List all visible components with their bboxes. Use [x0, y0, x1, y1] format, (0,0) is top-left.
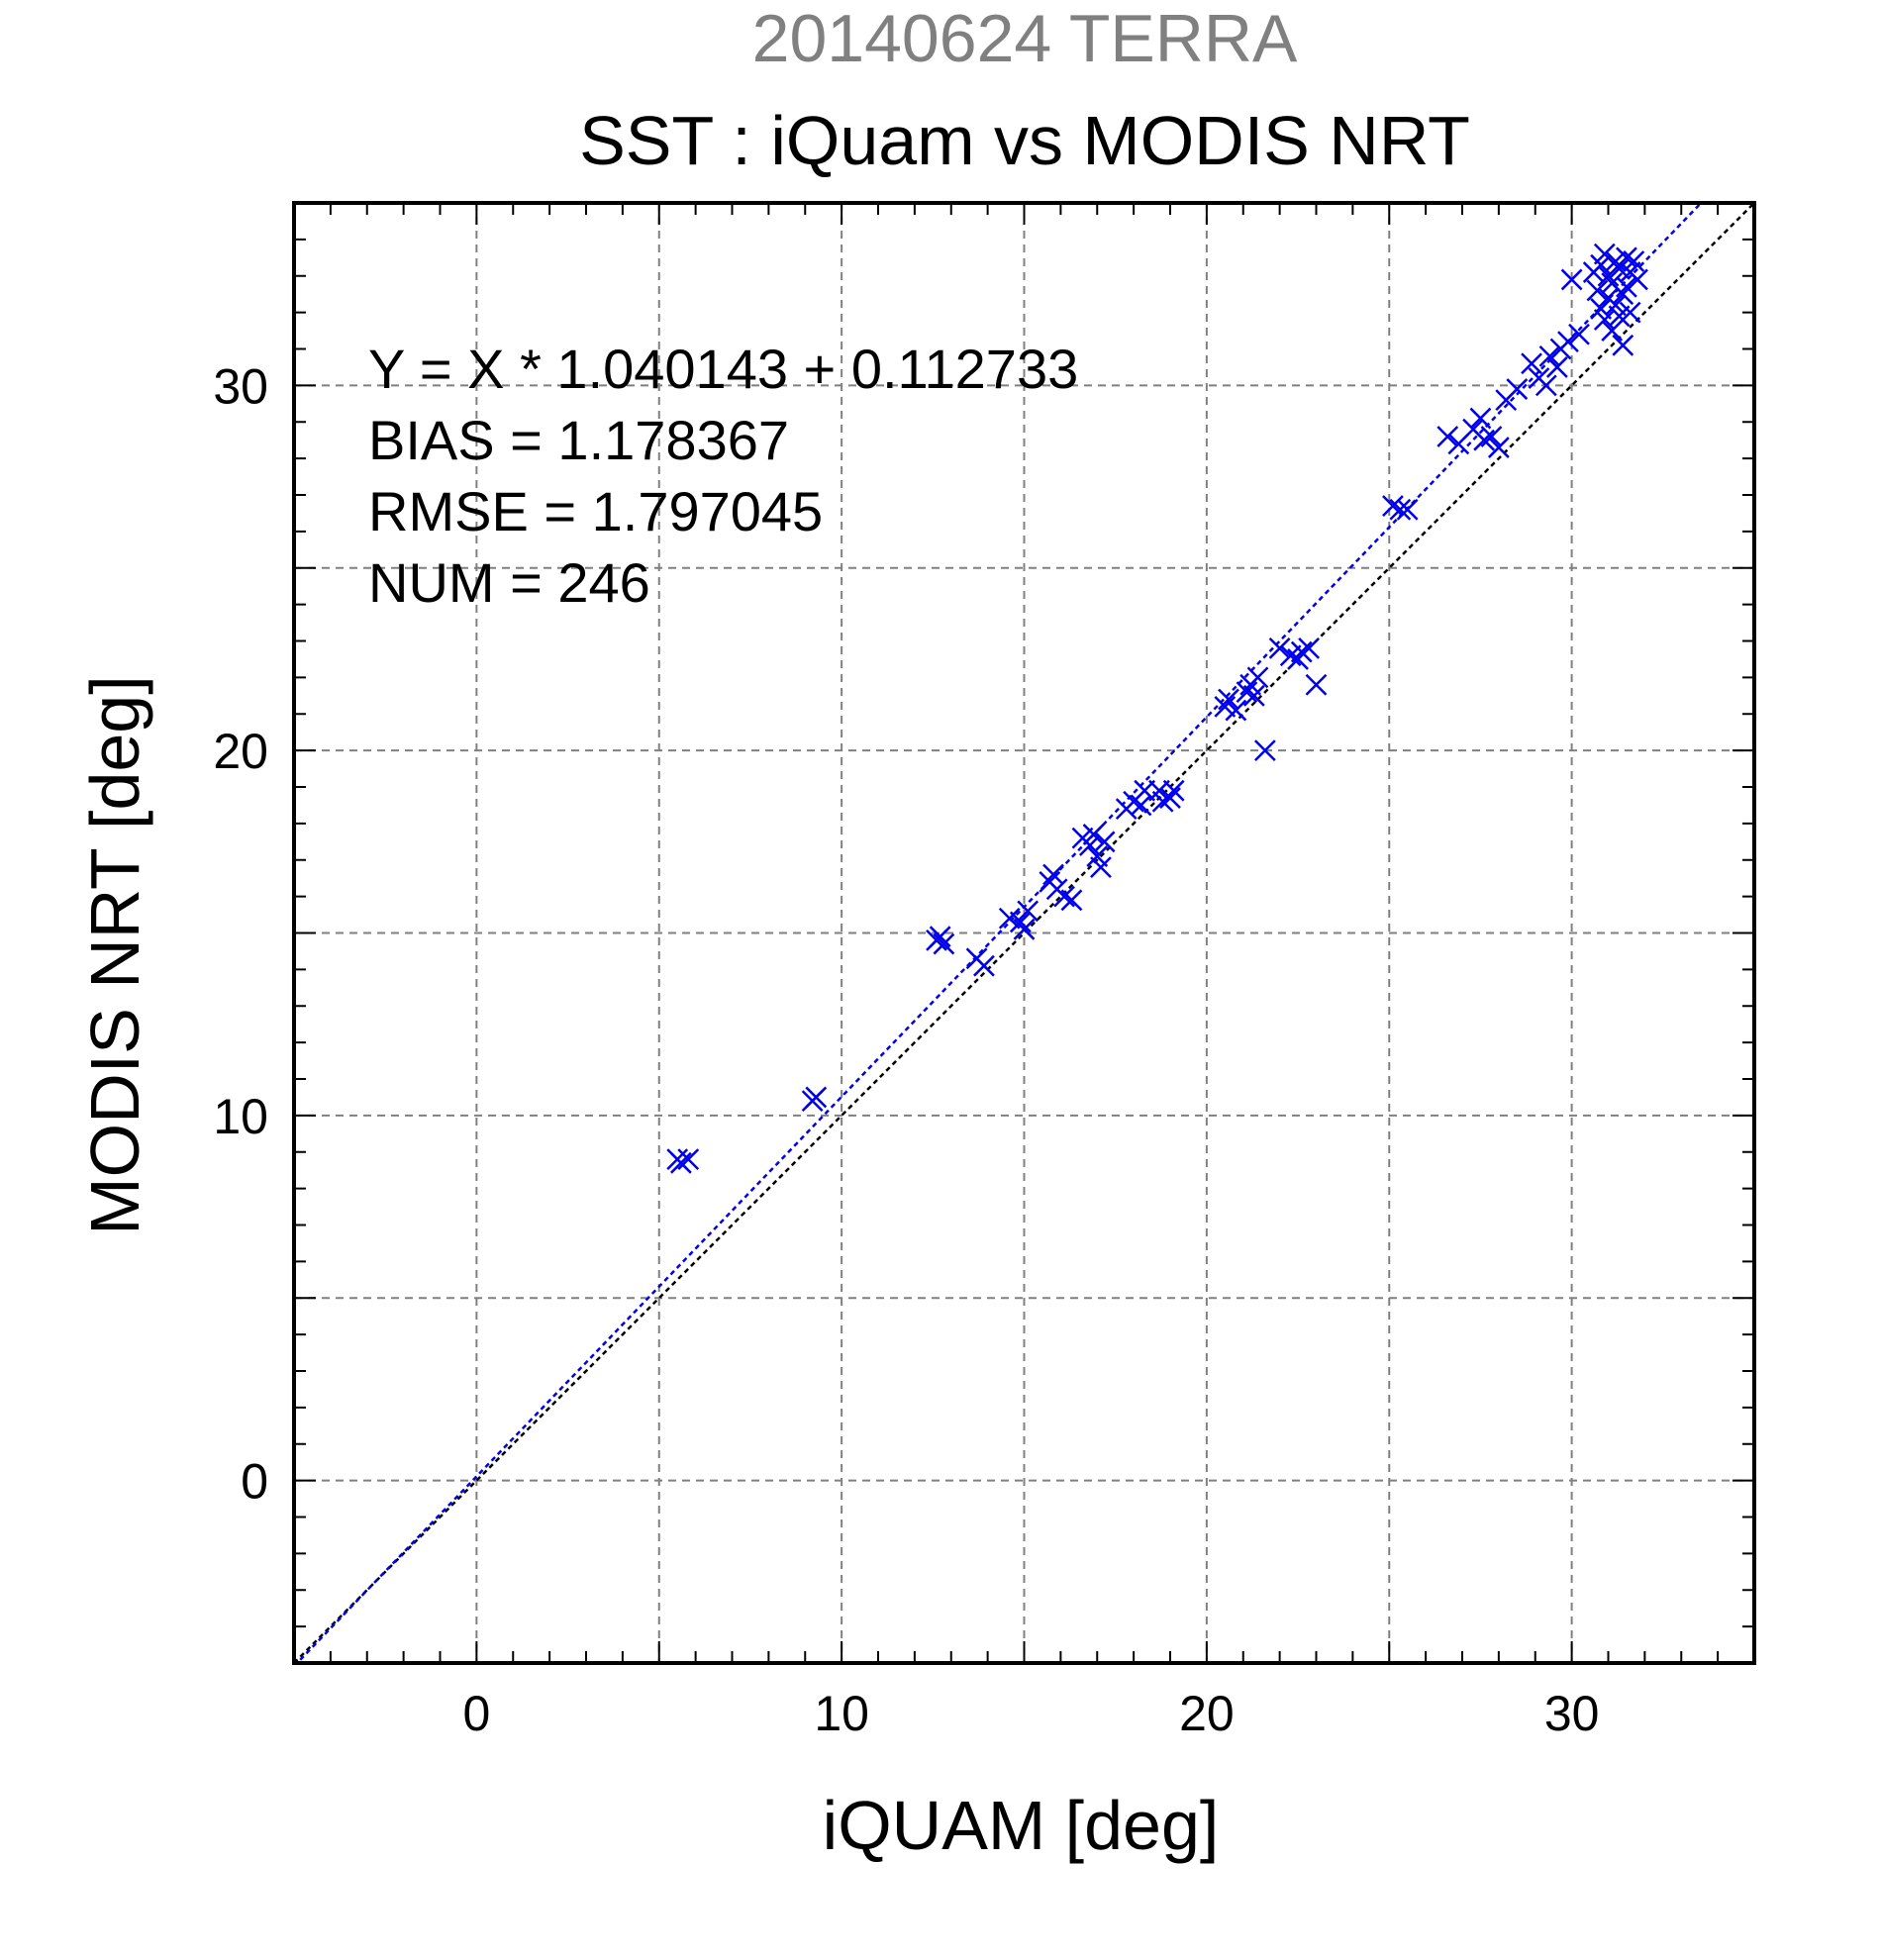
data-point: [1597, 264, 1620, 287]
data-point: [1017, 900, 1040, 923]
data-point: [1436, 426, 1459, 447]
data-points: [666, 243, 1648, 1174]
data-point: [1218, 688, 1239, 711]
data-point: [1545, 356, 1568, 378]
data-point: [1242, 684, 1265, 707]
data-point: [1568, 323, 1590, 345]
data-point: [1593, 309, 1616, 331]
data-point: [1616, 246, 1637, 269]
data-point: [669, 1151, 692, 1174]
stats-annotation: BIAS = 1.178367: [368, 409, 789, 471]
data-point: [1090, 856, 1112, 879]
data-point: [1480, 426, 1503, 447]
data-point: [1538, 344, 1561, 367]
data-point: [1009, 911, 1032, 933]
data-point: [1612, 334, 1634, 356]
data-point: [1389, 498, 1412, 521]
data-point: [1253, 739, 1276, 762]
data-point: [1305, 673, 1328, 696]
y-tick-label: 30: [213, 358, 268, 414]
data-point: [1162, 779, 1185, 802]
data-point: [1060, 889, 1083, 912]
stats-annotation: RMSE = 1.797045: [368, 480, 823, 542]
data-point: [1013, 918, 1036, 940]
data-point: [1619, 301, 1641, 324]
data-point: [1586, 279, 1609, 302]
data-point: [1534, 374, 1557, 397]
data-point: [1093, 831, 1116, 853]
x-tick-label: 30: [1544, 1686, 1600, 1741]
data-point: [1246, 666, 1269, 689]
axis-ticks: [293, 202, 1755, 1664]
data-point: [1225, 699, 1247, 722]
stats-annotations: Y = X * 1.040143 + 0.112733 BIAS = 1.1783…: [368, 338, 1078, 614]
data-point: [1236, 681, 1258, 704]
data-point: [805, 1086, 828, 1109]
data-point: [973, 954, 995, 977]
data-point: [933, 932, 955, 955]
x-axis-label: iQUAM [deg]: [823, 1787, 1220, 1864]
data-point: [1053, 885, 1075, 908]
data-point: [1627, 268, 1648, 291]
chart-subtitle: SST : iQuam vs MODIS NRT: [579, 102, 1470, 179]
stats-annotation: NUM = 246: [368, 551, 650, 614]
data-point: [1268, 637, 1291, 659]
x-tick-label: 20: [1179, 1686, 1235, 1741]
data-point: [1042, 863, 1064, 886]
y-tick-label: 20: [213, 724, 268, 779]
data-point: [1560, 268, 1583, 291]
x-tick-label: 0: [462, 1686, 490, 1741]
tick-labels: 0 10 20 30 0 10 20 30: [213, 358, 1599, 1741]
data-point: [929, 926, 951, 948]
data-point: [677, 1148, 700, 1171]
data-point: [1557, 331, 1579, 353]
y-tick-label: 0: [241, 1454, 268, 1510]
y-axis-label: MODIS NRT [deg]: [76, 675, 153, 1234]
data-point: [1130, 794, 1152, 817]
data-point: [1616, 275, 1637, 298]
data-point: [1623, 250, 1645, 272]
data-point: [1506, 378, 1529, 400]
y-tick-label: 10: [213, 1089, 268, 1144]
data-point: [1521, 352, 1542, 375]
identity-line: [294, 203, 1754, 1663]
grid-lines: [294, 203, 1754, 1663]
stats-annotation: Y = X * 1.040143 + 0.112733: [368, 338, 1078, 400]
data-point: [1601, 320, 1624, 342]
chart-title: 20140624 TERRA: [752, 1, 1298, 76]
data-point: [1469, 407, 1492, 430]
data-point: [1382, 495, 1404, 517]
data-point: [1298, 637, 1321, 659]
x-tick-label: 10: [814, 1686, 869, 1741]
data-point: [1473, 429, 1496, 451]
data-point: [1290, 640, 1313, 663]
data-point: [1159, 787, 1181, 809]
data-point: [1082, 824, 1105, 845]
data-point: [1487, 437, 1510, 458]
data-point: [1396, 498, 1419, 521]
